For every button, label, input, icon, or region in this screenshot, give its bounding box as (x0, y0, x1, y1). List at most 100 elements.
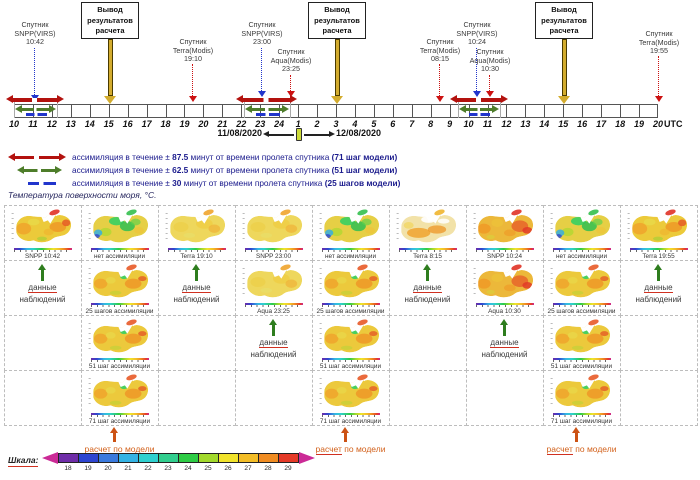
assim-bar-segment (242, 98, 291, 102)
map-mini-colorbar-ticks (553, 360, 611, 363)
assim-bar-arrowhead-icon (450, 95, 457, 104)
grid-cell (312, 260, 390, 316)
gold-arrowhead-icon (331, 96, 343, 104)
satellite-label: Спутник Terra(Modis) 19:55 (623, 29, 695, 56)
satellite-time: 23:25 (282, 64, 300, 73)
timeline-tick-label: 13 (65, 119, 76, 129)
map-mini-colorbar-ticks (553, 415, 611, 418)
obs-label-word1: данные (389, 283, 466, 293)
grid-cell (620, 370, 698, 426)
map-mini-colorbar-ticks (245, 305, 303, 308)
timeline-tick-label: 4 (352, 119, 358, 129)
satellite-label-line: Спутник (179, 37, 207, 46)
grid-cell (620, 260, 698, 316)
assim-bar-arrowhead-icon (6, 95, 13, 104)
assim-bar-segment (456, 98, 502, 102)
scale-left-tip-icon (42, 451, 58, 464)
assim-window-edge (244, 99, 245, 118)
sea-map-thumbnail (550, 374, 611, 408)
day-boundary-marker (296, 128, 302, 141)
grid-cell (4, 315, 82, 371)
map-mini-colorbar-ticks (91, 415, 149, 418)
timeline-cell-divider (411, 104, 413, 118)
utc-label: UTC (664, 119, 683, 129)
legend-text-part: минут от времени пролета спутника (188, 164, 332, 175)
map-cell (241, 262, 305, 302)
sea-map-thumbnail (550, 209, 611, 243)
map-mini-colorbar-ticks (399, 250, 457, 253)
scale-tick-label: 20 (104, 465, 112, 472)
satellite-pass-arrow (476, 48, 477, 91)
assim-window-edge (500, 99, 501, 118)
assim-bar-arrowhead-icon (282, 104, 289, 113)
satellite-label-line: Спутник (645, 29, 673, 38)
timeline-tick-label: 21 (217, 119, 228, 129)
map-mini-colorbar (245, 247, 303, 251)
obs-arrow-icon (423, 264, 431, 270)
scale-segment (178, 453, 199, 463)
map-cell (87, 317, 151, 357)
satellite-arrowhead-icon (655, 96, 663, 102)
gold-arrow-shaft (334, 39, 340, 96)
timeline-cell-divider (335, 104, 337, 118)
satellite-pass-arrow (439, 64, 440, 96)
map-mini-colorbar (322, 247, 380, 251)
output-results-box-line: расчета (549, 26, 579, 35)
timeline-tick-label: 14 (84, 119, 95, 129)
sea-map-thumbnail (550, 264, 611, 298)
map-mini-colorbar (91, 357, 149, 361)
satellite-time: 10:24 (468, 37, 486, 46)
assim-bar-segment (21, 107, 50, 111)
obs-label-word2: наблюдений (404, 295, 451, 304)
map-mini-colorbar (91, 247, 149, 251)
timeline-cell-divider (108, 104, 110, 118)
map-mini-colorbar-ticks (322, 415, 380, 418)
timeline-tick-label: 22 (236, 119, 247, 129)
timeline-tick-label: 7 (409, 119, 415, 129)
map-label: Terra 19:10 (180, 252, 213, 260)
legend-text-part: минут от времени пролета спутника (181, 177, 325, 188)
timeline-cell-divider (373, 104, 375, 118)
satellite-time: 10:42 (26, 37, 44, 46)
timeline-tick-label: 17 (596, 119, 607, 129)
timeline-cell-divider (70, 104, 72, 118)
scale-segment (218, 453, 239, 463)
satellite-label-line: Спутник (248, 20, 276, 29)
grid-cell (81, 205, 159, 261)
map-label: 25 шагов ассимиляции (547, 307, 616, 315)
legend-text-part: 30 (172, 177, 182, 188)
legend-text-part: (71 шаг модели) (331, 151, 398, 162)
scale-right-tip-icon (299, 451, 315, 464)
satellite-pass-arrow (192, 64, 193, 96)
satellite-label-line: Aqua(Modis) (270, 55, 312, 65)
grid-cell (620, 205, 698, 261)
obs-label-word2: наблюдений (173, 295, 220, 304)
map-label: нет ассимиляции (324, 252, 377, 260)
timeline-cell-divider (544, 104, 546, 118)
satellite-label-line: Спутник (476, 47, 504, 56)
timeline-cell-divider (165, 104, 167, 118)
sea-map-thumbnail (319, 319, 380, 353)
map-mini-colorbar (14, 247, 72, 251)
map-cell (318, 317, 382, 357)
map-mini-colorbar (476, 247, 534, 251)
grid-cell (81, 260, 159, 316)
satellite-time: 08:15 (431, 54, 449, 63)
grid-cell (466, 370, 544, 426)
gold-arrowhead-icon (558, 96, 570, 104)
timeline-tick-label: 2 (314, 119, 320, 129)
obs-arrow-shaft (195, 270, 198, 281)
timeline-tick-label: 8 (428, 119, 434, 129)
legend-text-part: (51 шаг модели) (331, 164, 398, 175)
legend-text-part: минут от времени пролета спутника (188, 151, 332, 162)
model-word-underlined: расчет (315, 444, 342, 455)
obs-label-word1: данные (235, 338, 312, 348)
scale-segment (98, 453, 119, 463)
map-mini-colorbar-ticks (168, 250, 226, 253)
output-results-box: Вывод результатов расчета (535, 2, 593, 39)
scale-tick-label: 22 (144, 465, 152, 472)
map-mini-colorbar-ticks (91, 250, 149, 253)
scale-segment (238, 453, 259, 463)
satellite-pass-arrow (34, 48, 35, 95)
map-mini-colorbar-ticks (553, 305, 611, 308)
